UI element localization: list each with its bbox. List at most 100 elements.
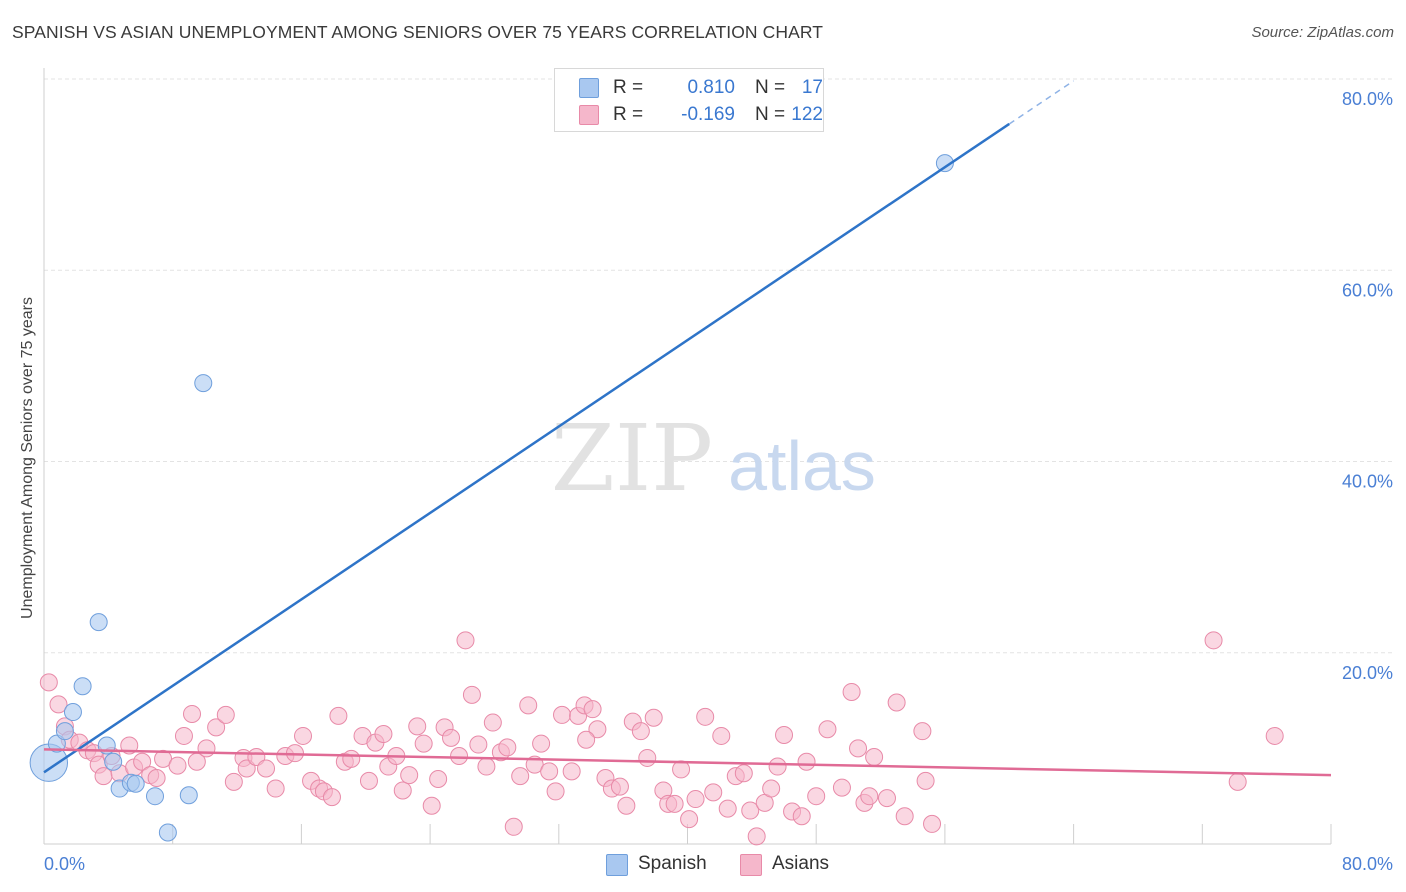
asians-point xyxy=(895,807,914,826)
n-label: N = xyxy=(755,104,786,125)
legend-label-asians: Asians xyxy=(772,853,830,874)
asians-point xyxy=(322,788,341,807)
watermark: ZIP atlas xyxy=(551,405,876,512)
asians-point xyxy=(768,757,787,776)
asians-point xyxy=(1265,726,1284,745)
n-value: 17 xyxy=(801,77,823,98)
asians-points xyxy=(39,631,1284,846)
asians-point xyxy=(747,827,766,846)
spanish-point xyxy=(194,374,213,393)
asians-point xyxy=(456,631,475,650)
spanish-trend-extension xyxy=(1008,80,1075,125)
asians-point xyxy=(865,747,884,766)
trend-lines xyxy=(43,80,1332,777)
asians-trend-line xyxy=(43,748,1332,777)
asians-point xyxy=(818,720,837,739)
x-tick-label: 0.0% xyxy=(44,854,85,874)
asians-point xyxy=(237,759,256,778)
asians-swatch xyxy=(740,854,762,876)
asians-point xyxy=(775,725,794,744)
spanish-point xyxy=(104,752,123,771)
n-label: N = xyxy=(755,77,786,98)
spanish-point xyxy=(146,787,165,806)
spanish-point xyxy=(935,154,954,173)
asians-point xyxy=(414,734,433,753)
y-tick-label: 80.0% xyxy=(1342,89,1393,109)
asians-point xyxy=(94,767,113,786)
axes xyxy=(43,68,1332,845)
asians-point xyxy=(734,764,753,783)
asians-point xyxy=(617,796,636,815)
asians-point xyxy=(39,673,58,692)
asians-point xyxy=(498,738,517,757)
spanish-point xyxy=(126,774,145,793)
asians-point xyxy=(207,718,226,737)
r-value: 0.810 xyxy=(687,77,735,98)
asians-point xyxy=(546,782,565,801)
asians-point xyxy=(553,705,572,724)
asians-point xyxy=(504,817,523,836)
asians-point xyxy=(807,787,826,806)
asians-point xyxy=(224,772,243,791)
spanish-point xyxy=(89,613,108,632)
asians-point xyxy=(462,685,481,704)
source-label: Source: ZipAtlas.com xyxy=(1251,24,1394,41)
asians-point xyxy=(718,799,737,818)
asians-point xyxy=(266,779,285,798)
asians-point xyxy=(832,778,851,797)
asians-point xyxy=(469,735,488,754)
asians-point xyxy=(1228,772,1247,791)
asians-point xyxy=(680,810,699,829)
asians-point xyxy=(797,752,816,771)
asians-point xyxy=(842,682,861,701)
asians-point xyxy=(393,781,412,800)
asians-point xyxy=(704,783,723,802)
y-tick-label: 60.0% xyxy=(1342,280,1393,300)
asians-swatch xyxy=(579,105,599,125)
asians-point xyxy=(216,705,235,724)
asians-point xyxy=(168,756,187,775)
asians-point xyxy=(1204,631,1223,650)
asians-point xyxy=(877,789,896,808)
asians-point xyxy=(644,708,663,727)
asians-point xyxy=(583,700,602,719)
chart-title: SPANISH VS ASIAN UNEMPLOYMENT AMONG SENI… xyxy=(12,22,824,42)
asians-point xyxy=(183,704,202,723)
spanish-point xyxy=(63,703,82,722)
asians-point xyxy=(762,779,781,798)
asians-point xyxy=(696,707,715,726)
asians-point xyxy=(849,739,868,758)
asians-point xyxy=(588,720,607,739)
asians-point xyxy=(174,726,193,745)
asians-point xyxy=(631,722,650,741)
spanish-trend-line xyxy=(43,122,1010,774)
asians-point xyxy=(408,717,427,736)
asians-point xyxy=(429,769,448,788)
y-tick-label: 40.0% xyxy=(1342,472,1393,492)
spanish-point xyxy=(158,823,177,842)
stats-legend: R = 0.810 N = 17 R = -0.169 N = 122 xyxy=(554,68,824,132)
asians-point xyxy=(483,713,502,732)
asians-point xyxy=(913,722,932,741)
watermark-atlas: atlas xyxy=(728,427,876,505)
spanish-swatch xyxy=(606,854,628,876)
asians-point xyxy=(342,749,361,768)
asians-point xyxy=(741,801,760,820)
asians-point xyxy=(197,739,216,758)
legend-label-spanish: Spanish xyxy=(638,853,707,874)
grid-lines xyxy=(44,78,1392,654)
asians-point xyxy=(638,748,657,767)
asians-point xyxy=(257,759,276,778)
asians-point xyxy=(400,766,419,785)
asians-point xyxy=(610,777,629,796)
asians-point xyxy=(562,762,581,781)
spanish-point xyxy=(55,722,74,741)
r-value: -0.169 xyxy=(681,104,735,125)
tick-labels: 20.0% 40.0% 60.0% 80.0% 0.0% 80.0% xyxy=(44,89,1393,874)
asians-point xyxy=(540,762,559,781)
asians-point xyxy=(519,696,538,715)
asians-point xyxy=(147,769,166,788)
n-value: 122 xyxy=(791,104,823,125)
asians-point xyxy=(450,747,469,766)
